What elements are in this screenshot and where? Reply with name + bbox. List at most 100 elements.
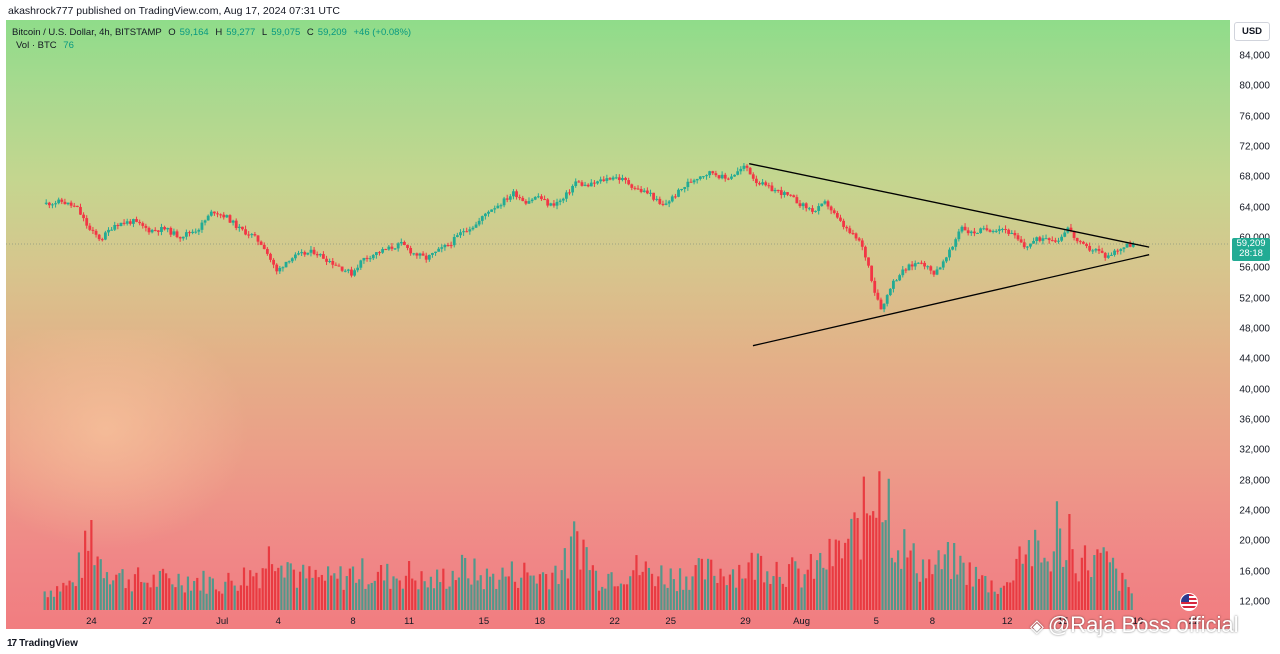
candle-body	[546, 199, 550, 206]
volume-bar	[787, 564, 791, 610]
candle-body	[705, 175, 708, 177]
volume-bar	[118, 573, 121, 610]
candle-body	[686, 181, 690, 188]
candle-body	[278, 267, 282, 272]
volume-bar	[545, 574, 548, 610]
candle-body	[437, 248, 441, 252]
volume-bar	[678, 568, 682, 610]
candle-body	[879, 299, 883, 310]
candle-body	[661, 203, 665, 205]
candle-body	[527, 201, 531, 204]
symbol-label[interactable]: Bitcoin / U.S. Dollar, 4h, BITSTAMP	[12, 27, 162, 38]
candle-body	[621, 177, 624, 181]
volume-bar	[731, 569, 735, 610]
x-tick-label: 22	[609, 616, 620, 627]
volume-bar	[168, 578, 171, 610]
volume-bar	[912, 543, 915, 610]
x-tick-label: 27	[142, 616, 153, 627]
candle-body	[552, 203, 556, 206]
volume-bar	[283, 577, 286, 610]
y-tick-label: 24,000	[1239, 505, 1270, 517]
currency-button[interactable]: USD	[1234, 22, 1270, 41]
candle-body	[390, 246, 394, 249]
y-tick-label: 12,000	[1239, 596, 1270, 608]
volume-bar	[460, 554, 464, 610]
high-value: 59,277	[226, 27, 256, 38]
tradingview-logo[interactable]: 17 TradingView	[7, 638, 78, 649]
candle-body	[1122, 247, 1126, 250]
diamond-icon: ◈	[1030, 616, 1044, 636]
volume-bar	[124, 588, 127, 610]
volume-bar	[224, 581, 227, 610]
volume-bar	[794, 561, 797, 610]
volume-bar	[847, 538, 850, 610]
volume-bar	[202, 570, 205, 610]
high-key: H	[215, 27, 223, 38]
y-tick-label: 40,000	[1239, 384, 1270, 396]
volume-bar	[1090, 577, 1093, 610]
us-flag-icon[interactable]	[1180, 593, 1198, 611]
volume-bar	[825, 569, 828, 610]
candle-body	[468, 229, 472, 232]
volume-bar	[289, 563, 292, 610]
volume-bar	[457, 577, 461, 610]
candle-body	[901, 269, 905, 276]
volume-bar	[189, 590, 193, 610]
volume-bar	[1118, 590, 1121, 610]
candle-body	[300, 252, 304, 254]
volume-bar	[439, 582, 442, 610]
candle-body	[770, 185, 774, 192]
volume-bar	[246, 585, 249, 610]
volume-bar	[685, 576, 688, 610]
volume-bar	[884, 520, 887, 610]
candle-body	[75, 205, 79, 207]
candle-body	[795, 197, 799, 204]
candle-body	[443, 244, 447, 248]
candle-body	[44, 202, 48, 204]
volume-bar	[632, 570, 635, 610]
candle-body	[418, 253, 422, 256]
volume-bar	[317, 577, 320, 610]
candle-body	[829, 206, 833, 211]
volume-bar	[831, 566, 834, 610]
volume-bar	[819, 552, 822, 610]
volume-bar	[326, 566, 330, 610]
volume-bar	[292, 569, 295, 610]
volume-bar	[949, 578, 953, 610]
candle-body	[1050, 240, 1054, 242]
price-axis[interactable]: 12,000 16,000 20,000 24,000 28,000 32,000 36,0…	[1230, 20, 1280, 629]
candle-body	[219, 214, 223, 216]
candle-body	[309, 249, 313, 253]
candle-body	[923, 262, 926, 267]
volume-bar	[1086, 570, 1090, 610]
candle-body	[680, 188, 684, 190]
time-axis[interactable]: 24 27 Jul 4 8 11 15 18 22 25 29 Aug 5 8 12 15 19 22	[6, 612, 1230, 630]
candle-body	[434, 251, 437, 254]
candle-body	[873, 280, 877, 293]
candle-body	[683, 187, 687, 189]
volume-bar	[1037, 540, 1040, 610]
candle-body	[231, 220, 235, 223]
volume-bar	[660, 565, 663, 610]
volume-bar	[146, 582, 149, 610]
x-tick-label: 8	[350, 616, 356, 627]
volume-bar	[1108, 562, 1112, 610]
volume-bar	[806, 569, 809, 610]
candle-body	[480, 216, 484, 221]
volume-bar	[666, 587, 669, 610]
volume-bar	[295, 587, 299, 610]
candle-body	[689, 181, 693, 183]
volume-bar	[227, 572, 230, 610]
candle-body	[496, 205, 500, 209]
volume-label[interactable]: Vol · BTC	[16, 40, 57, 51]
volume-bar	[896, 550, 900, 610]
volume-bar	[442, 568, 445, 610]
candle-body	[421, 253, 425, 256]
candle-body	[72, 205, 76, 207]
candle-body	[779, 190, 783, 195]
candle-body	[141, 223, 145, 226]
volume-bar	[672, 579, 675, 610]
candle-body	[811, 208, 814, 212]
volume-bar	[968, 562, 971, 610]
candle-body	[882, 303, 886, 310]
